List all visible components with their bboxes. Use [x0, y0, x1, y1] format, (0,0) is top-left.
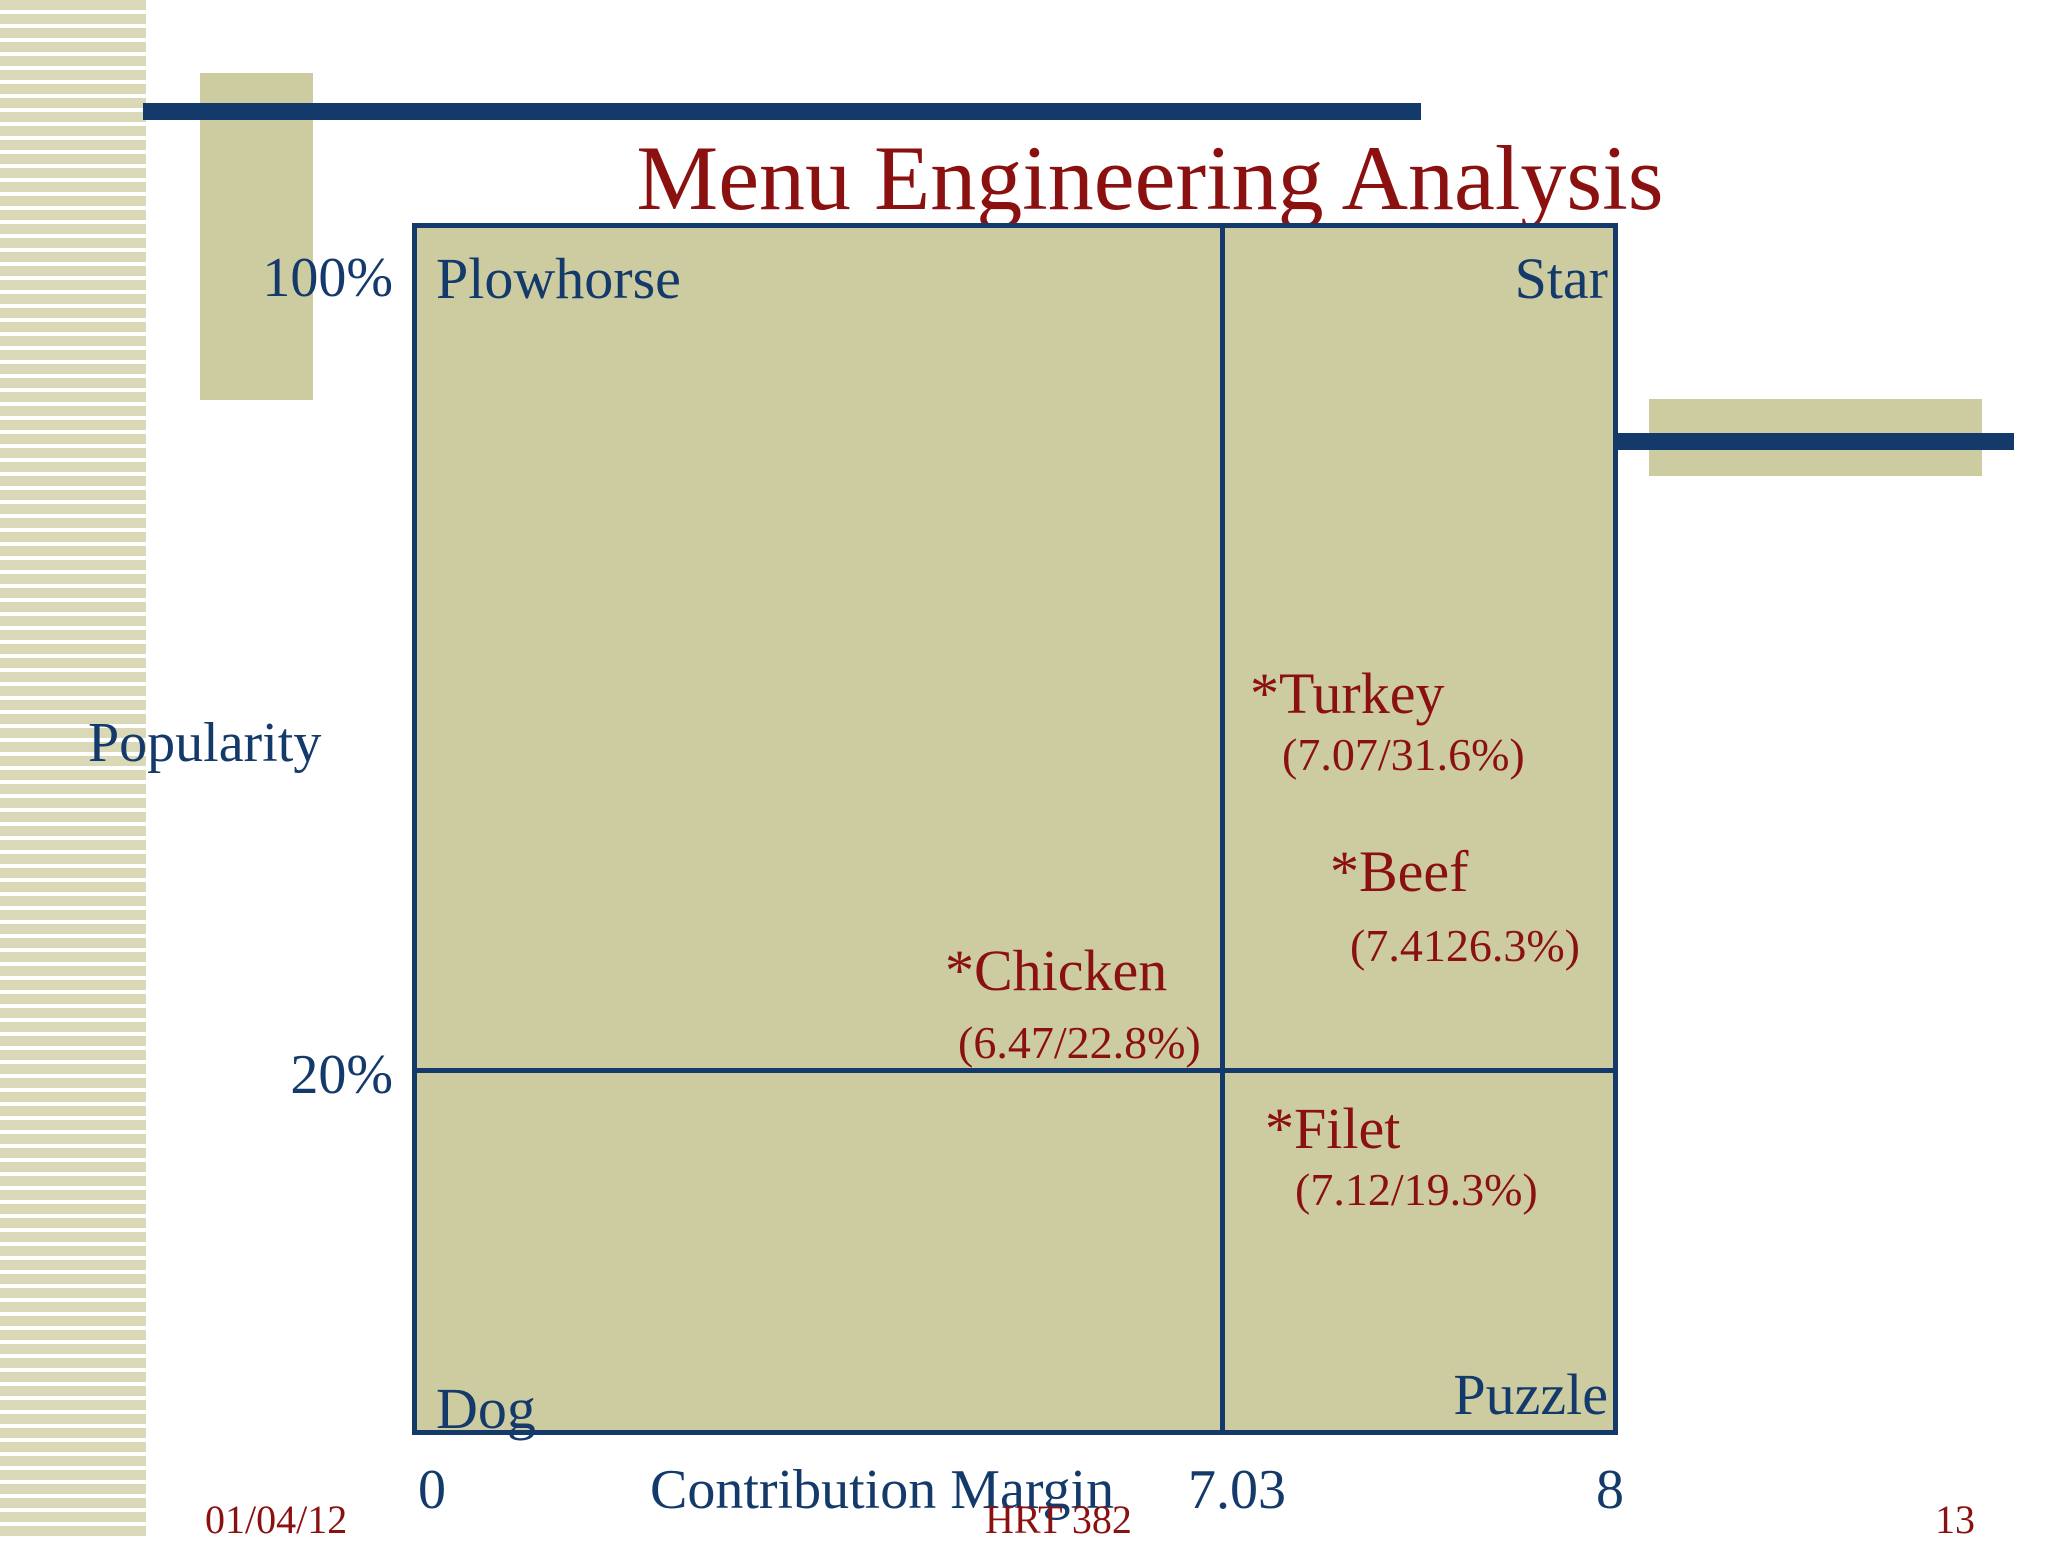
- quadrant-dog: Dog: [436, 1376, 536, 1441]
- item-filet-name: *Filet: [1265, 1096, 1401, 1161]
- y-tick-100: 100%: [262, 247, 393, 309]
- footer-page-number: 13: [1935, 1497, 1975, 1542]
- item-beef-name: *Beef: [1330, 839, 1469, 904]
- item-chicken-name: *Chicken: [945, 938, 1168, 1003]
- item-filet-value: (7.12/19.3%): [1295, 1164, 1538, 1215]
- y-axis-label: Popularity: [88, 712, 322, 774]
- x-tick-0: 0: [418, 1459, 446, 1521]
- quadrant-puzzle: Puzzle: [1453, 1362, 1608, 1427]
- menu-matrix: [412, 223, 1618, 1435]
- item-turkey-value: (7.07/31.6%): [1282, 729, 1525, 780]
- page-title: Menu Engineering Analysis: [636, 127, 1664, 229]
- item-beef-value: (7.4126.3%): [1350, 920, 1580, 971]
- x-axis-label: Contribution Margin: [650, 1459, 1115, 1521]
- decorative-block-top: [200, 73, 313, 400]
- x-tick-8: 8: [1596, 1459, 1624, 1521]
- item-turkey-name: *Turkey: [1250, 661, 1445, 726]
- quadrant-plowhorse: Plowhorse: [436, 246, 681, 311]
- item-chicken-value: (6.47/22.8%): [958, 1017, 1201, 1068]
- footer-date: 01/04/12: [205, 1497, 348, 1542]
- quadrant-star: Star: [1514, 246, 1608, 311]
- matrix-vertical-divider: [1220, 223, 1225, 1435]
- x-tick-7-03: 7.03: [1188, 1459, 1286, 1521]
- matrix-horizontal-divider: [412, 1068, 1618, 1073]
- y-tick-20: 20%: [290, 1044, 393, 1106]
- decorative-line-top: [143, 103, 1421, 120]
- striped-side-border: [0, 0, 146, 1536]
- footer-course: HRT 382: [985, 1497, 1132, 1542]
- decorative-line-right: [1617, 433, 2014, 450]
